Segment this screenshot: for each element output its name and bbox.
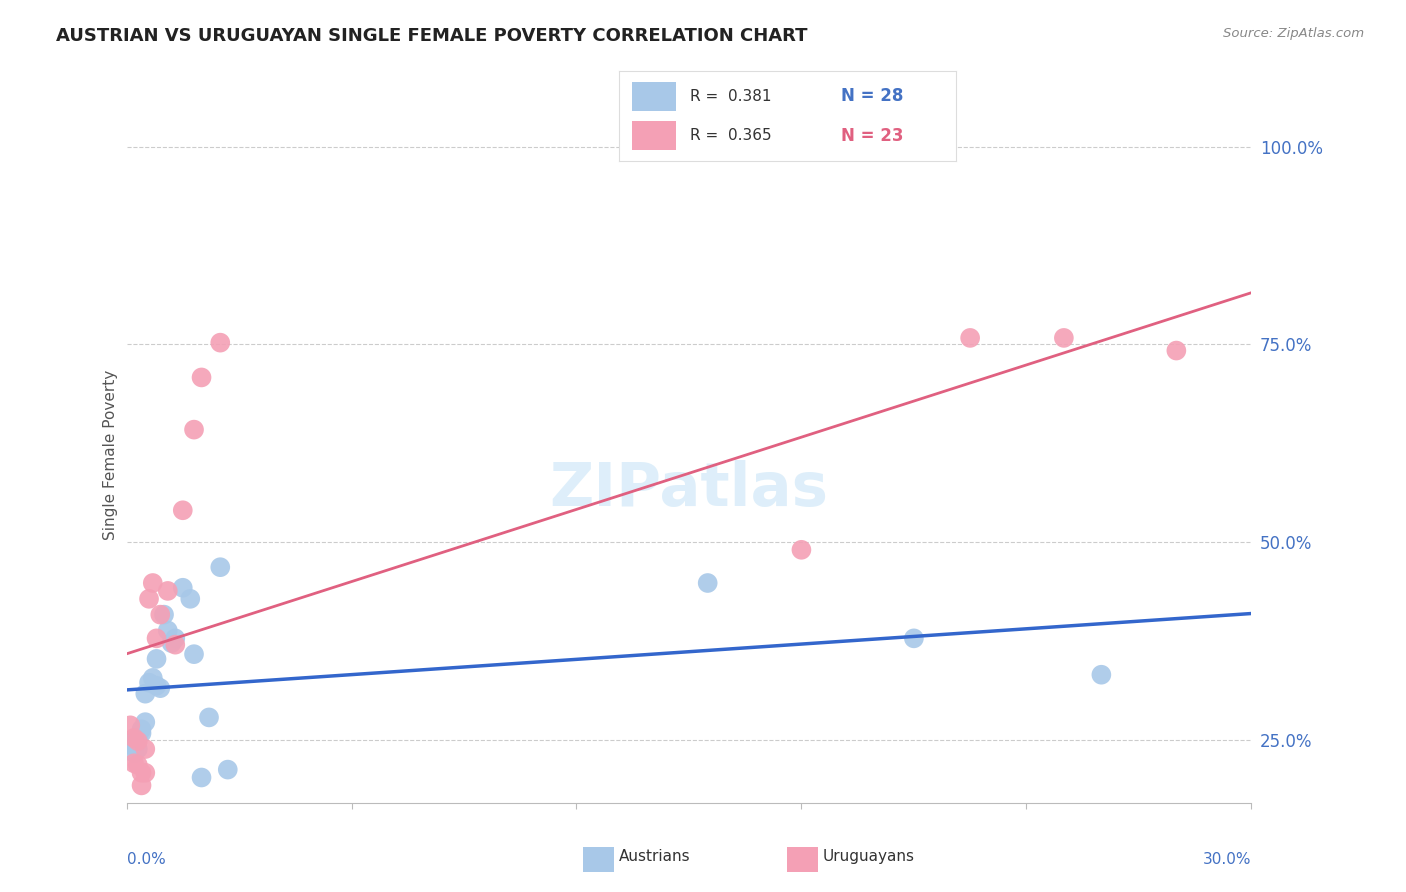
Point — [127, 734, 149, 748]
Point — [134, 687, 156, 701]
Point — [209, 335, 232, 350]
Point — [183, 647, 205, 661]
Point — [1053, 331, 1076, 345]
Text: 0.0%: 0.0% — [127, 852, 166, 866]
Point — [165, 632, 187, 646]
Text: ZIPatlas: ZIPatlas — [550, 460, 828, 519]
Text: 30.0%: 30.0% — [1204, 852, 1251, 866]
Point — [190, 370, 212, 384]
Point — [134, 765, 156, 780]
Point — [790, 542, 813, 557]
Y-axis label: Single Female Poverty: Single Female Poverty — [103, 370, 118, 540]
Text: R =  0.365: R = 0.365 — [689, 128, 770, 143]
Point — [696, 576, 718, 591]
Point — [142, 671, 165, 685]
Point — [903, 632, 925, 646]
Point — [217, 763, 239, 777]
Point — [122, 746, 145, 760]
Point — [149, 681, 172, 695]
Text: AUSTRIAN VS URUGUAYAN SINGLE FEMALE POVERTY CORRELATION CHART: AUSTRIAN VS URUGUAYAN SINGLE FEMALE POVE… — [56, 27, 807, 45]
Text: N = 28: N = 28 — [841, 87, 904, 105]
Point — [131, 765, 153, 780]
Point — [134, 715, 156, 730]
Point — [142, 576, 165, 591]
Point — [160, 636, 183, 650]
Point — [165, 638, 187, 652]
Point — [179, 591, 201, 606]
Text: Austrians: Austrians — [619, 849, 690, 863]
Point — [127, 757, 149, 772]
Point — [138, 675, 160, 690]
Point — [131, 726, 153, 740]
Point — [1090, 667, 1112, 681]
Bar — [633, 82, 676, 111]
Point — [190, 771, 212, 785]
Point — [122, 734, 145, 748]
Point — [138, 591, 160, 606]
Point — [172, 581, 194, 595]
Point — [120, 738, 142, 752]
Point — [145, 632, 167, 646]
Point — [198, 710, 221, 724]
Point — [120, 718, 142, 732]
Text: N = 23: N = 23 — [841, 127, 904, 145]
Bar — [633, 121, 676, 150]
Point — [156, 583, 179, 598]
Text: Uruguayans: Uruguayans — [823, 849, 914, 863]
Point — [1166, 343, 1188, 358]
Point — [122, 756, 145, 771]
Text: Source: ZipAtlas.com: Source: ZipAtlas.com — [1223, 27, 1364, 40]
Point — [209, 560, 232, 574]
Point — [149, 607, 172, 622]
Point — [959, 331, 981, 345]
Point — [145, 652, 167, 666]
Point — [131, 723, 153, 737]
Point — [122, 731, 145, 745]
Point — [153, 607, 176, 622]
Point — [131, 778, 153, 792]
Point — [172, 503, 194, 517]
Point — [127, 731, 149, 745]
Point — [145, 679, 167, 693]
Text: R =  0.381: R = 0.381 — [689, 89, 770, 103]
Point — [156, 624, 179, 638]
Point — [134, 742, 156, 756]
Point — [127, 742, 149, 756]
Point — [183, 423, 205, 437]
